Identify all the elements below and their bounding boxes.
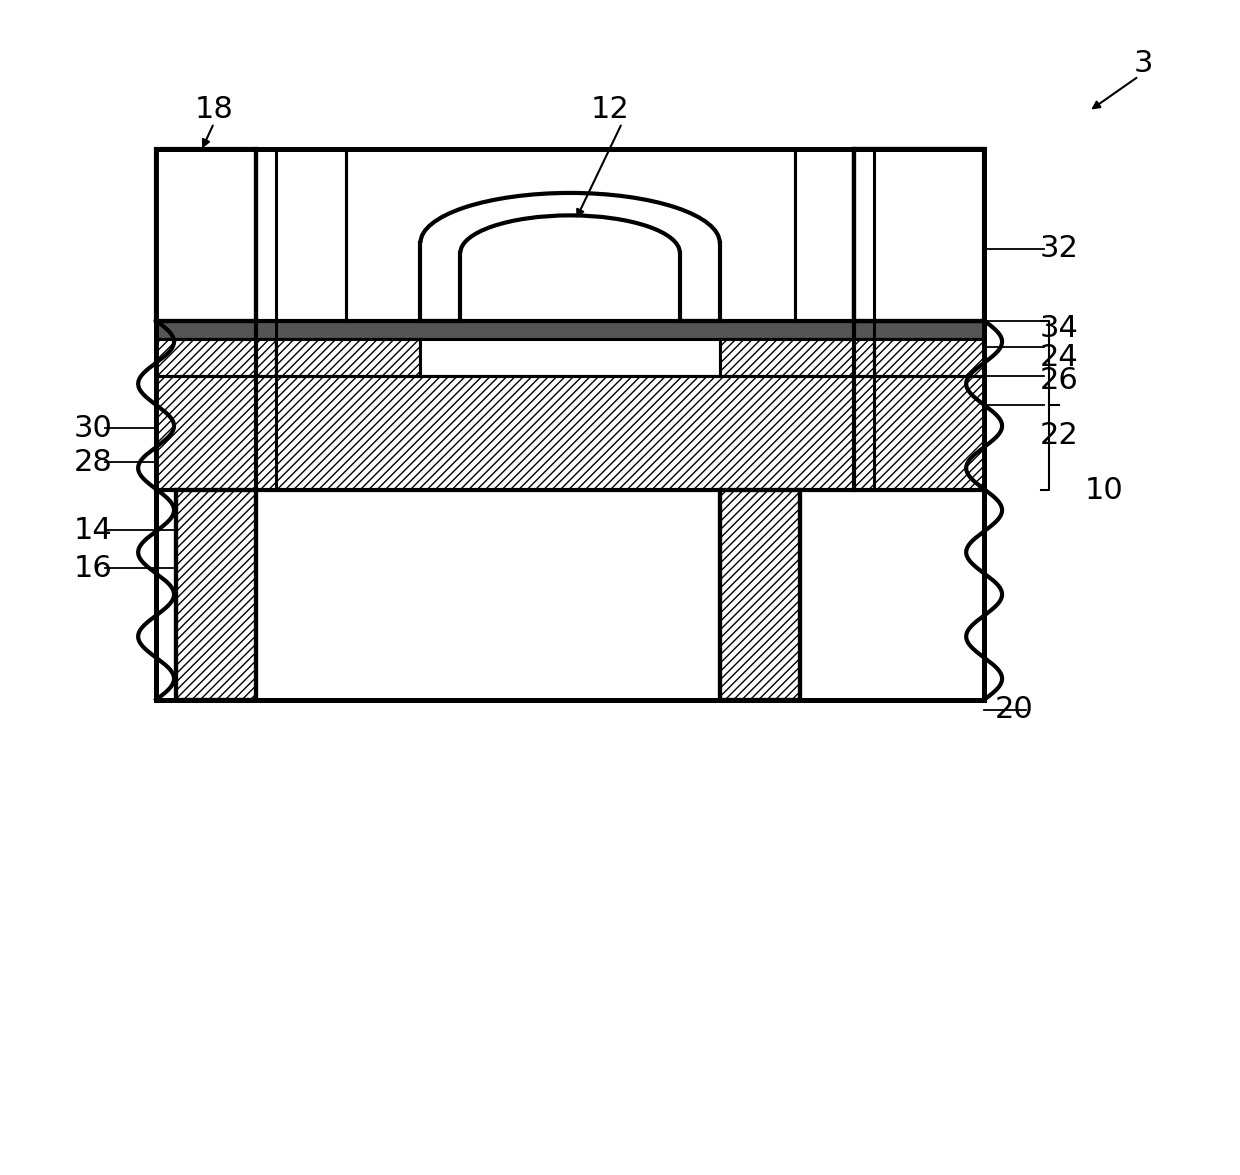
- Bar: [156, 376, 985, 490]
- Bar: [346, 149, 795, 321]
- Bar: [156, 338, 275, 376]
- Bar: [156, 149, 985, 700]
- Bar: [156, 149, 985, 700]
- Bar: [719, 338, 874, 376]
- Bar: [156, 376, 985, 490]
- Bar: [156, 321, 985, 338]
- Bar: [874, 338, 985, 376]
- Text: 28: 28: [74, 448, 113, 477]
- Text: 20: 20: [994, 696, 1033, 724]
- Text: 12: 12: [590, 95, 630, 123]
- Bar: [719, 490, 800, 700]
- Bar: [854, 149, 985, 321]
- Text: 16: 16: [74, 553, 113, 583]
- Bar: [719, 490, 800, 700]
- Text: 14: 14: [74, 516, 113, 545]
- Bar: [156, 149, 255, 321]
- Bar: [176, 490, 255, 700]
- Text: 24: 24: [1039, 343, 1079, 372]
- Bar: [176, 490, 255, 700]
- Text: 10: 10: [1085, 476, 1123, 505]
- Bar: [854, 149, 985, 321]
- Bar: [874, 338, 985, 376]
- Bar: [275, 338, 420, 376]
- Text: 32: 32: [1039, 234, 1079, 263]
- Bar: [156, 338, 275, 376]
- Bar: [275, 338, 420, 376]
- Text: 22: 22: [1039, 421, 1079, 450]
- Text: 34: 34: [1039, 314, 1079, 343]
- Text: 26: 26: [1039, 365, 1079, 395]
- Text: 18: 18: [195, 95, 233, 123]
- Text: 30: 30: [74, 414, 113, 443]
- Bar: [719, 338, 874, 376]
- Text: 3: 3: [1135, 48, 1153, 78]
